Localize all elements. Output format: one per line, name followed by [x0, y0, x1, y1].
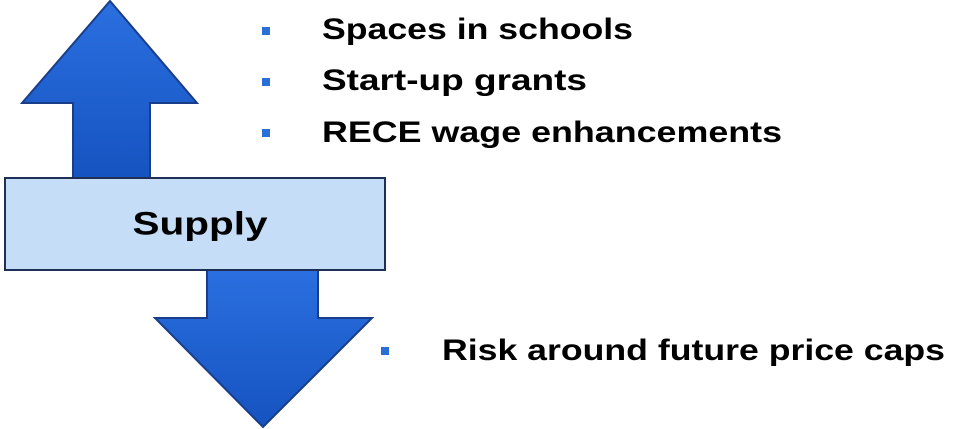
bullet	[262, 78, 270, 86]
up-item: Spaces in schools	[322, 13, 633, 46]
supply-box	[4, 177, 386, 271]
bullet	[381, 347, 389, 355]
up-item: Start-up grants	[322, 64, 587, 97]
bullet	[262, 27, 270, 35]
box-label: Supply	[133, 205, 268, 241]
down-item: Risk around future price caps	[442, 334, 945, 367]
up-item: RECE wage enhancements	[322, 116, 782, 149]
bullet	[262, 129, 270, 137]
up-arrow	[19, 0, 200, 181]
down-arrow	[152, 267, 375, 429]
